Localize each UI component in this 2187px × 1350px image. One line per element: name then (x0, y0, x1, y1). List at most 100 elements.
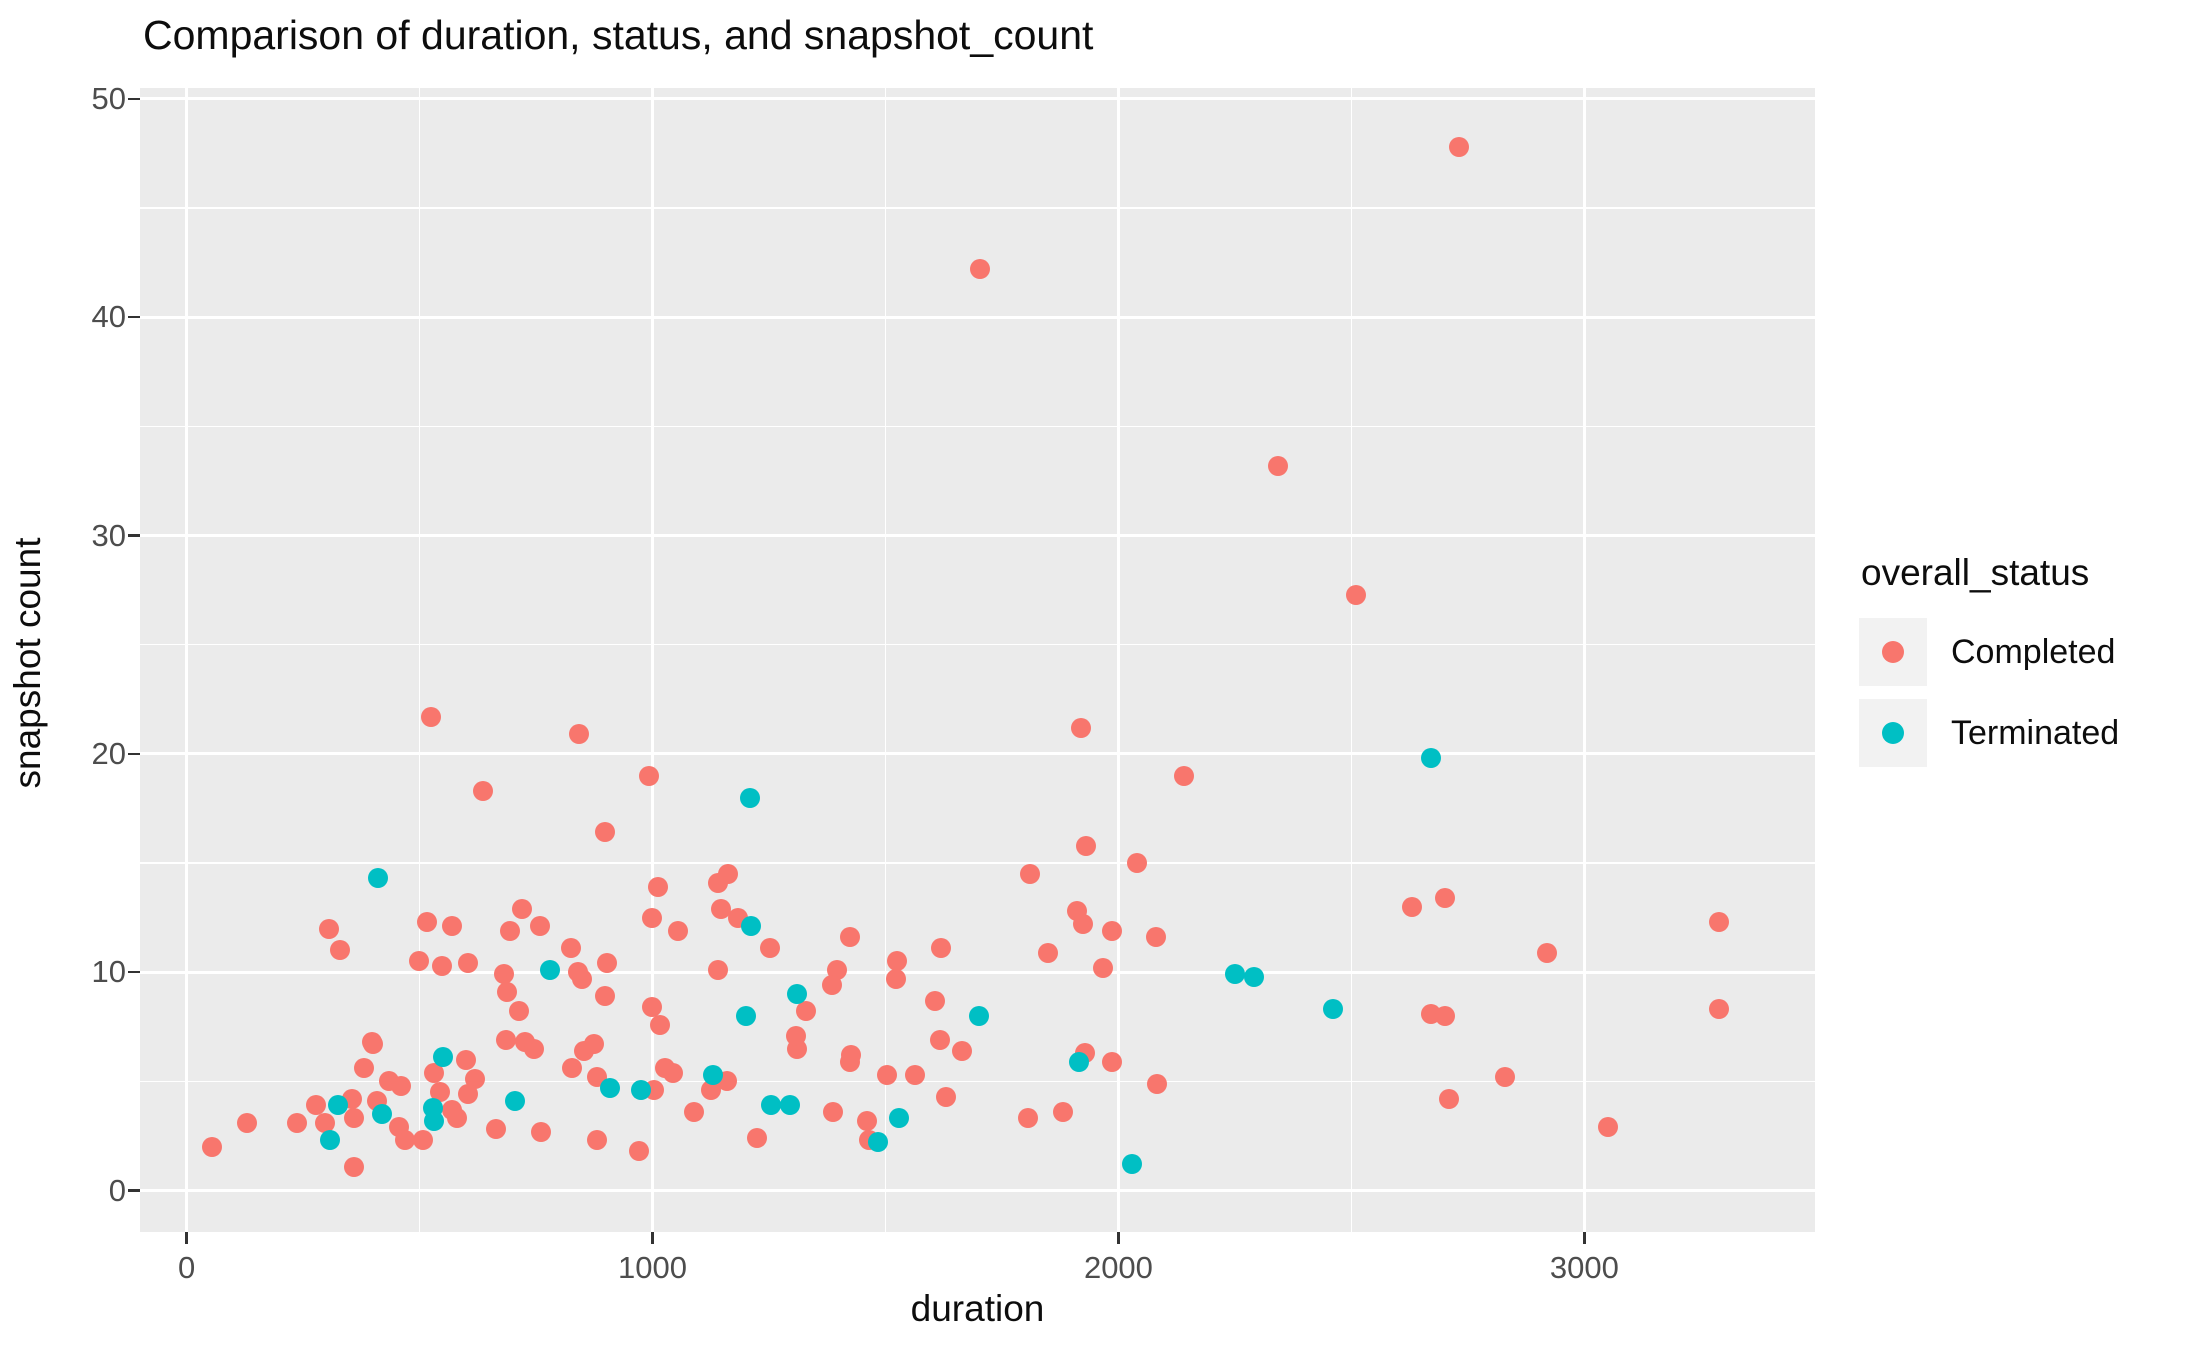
data-point-completed (1102, 1051, 1123, 1072)
data-point-completed (500, 920, 521, 941)
data-point-terminated (1122, 1154, 1143, 1175)
data-point-terminated (540, 960, 560, 980)
x-tick-label: 3000 (1549, 1250, 1619, 1285)
data-point-completed (523, 1038, 544, 1059)
data-point-completed (594, 822, 615, 843)
data-point-completed (465, 1069, 486, 1090)
gridline (185, 88, 189, 1232)
data-point-terminated (372, 1104, 393, 1125)
x-axis-title: duration (910, 1288, 1045, 1329)
data-point-completed (456, 1049, 477, 1070)
gridline (140, 534, 1815, 538)
data-point-completed (796, 1001, 817, 1022)
data-point-completed (1439, 1088, 1460, 1109)
legend-key-terminated (1859, 699, 1927, 767)
y-tick-label: 10 (91, 954, 126, 990)
data-point-completed (458, 953, 479, 974)
data-point-terminated (1224, 964, 1245, 985)
gridline (1350, 88, 1353, 1232)
data-point-completed (785, 1025, 806, 1046)
y-tick-mark (128, 315, 140, 319)
y-axis-title: snapshot count (7, 537, 48, 789)
data-point-terminated (779, 1095, 800, 1116)
data-point-completed (839, 927, 860, 948)
data-point-completed (330, 940, 351, 961)
data-point-completed (318, 918, 339, 939)
x-tick-label: 1000 (618, 1250, 687, 1285)
legend-item-completed: Completed (1859, 618, 2179, 686)
data-point-completed (1346, 584, 1367, 605)
data-point-completed (1053, 1101, 1074, 1122)
data-point-completed (1709, 911, 1730, 932)
data-point-completed (441, 916, 462, 937)
data-point-terminated (432, 1047, 453, 1068)
y-tick-mark (128, 1189, 140, 1192)
data-point-completed (586, 1130, 607, 1151)
gridline (418, 88, 421, 1232)
data-point-completed (700, 1080, 721, 1101)
data-point-completed (202, 1136, 223, 1157)
data-point-completed (628, 1141, 649, 1162)
data-point-completed (1145, 927, 1166, 948)
data-point-completed (935, 1086, 956, 1107)
data-point-completed (1146, 1073, 1167, 1094)
data-point-completed (1092, 957, 1113, 978)
data-point-terminated (741, 916, 762, 937)
gridline (1116, 88, 1120, 1232)
gridline (140, 643, 1815, 646)
x-tick-mark (185, 1232, 188, 1244)
terminated-point-icon (1882, 722, 1904, 744)
data-point-completed (287, 1112, 308, 1133)
legend-key-completed (1859, 618, 1927, 686)
data-point-completed (639, 765, 660, 786)
data-point-completed (885, 968, 906, 989)
legend-label-terminated: Terminated (1951, 713, 2120, 752)
data-point-completed (560, 938, 581, 959)
data-point-completed (747, 1128, 768, 1149)
y-tick-mark (128, 752, 140, 756)
y-tick-label: 20 (91, 735, 126, 771)
data-point-completed (1448, 136, 1469, 157)
gridline (1582, 88, 1586, 1232)
data-point-completed (717, 863, 738, 884)
data-point-terminated (740, 787, 761, 808)
data-point-terminated (1420, 748, 1441, 769)
y-tick-label: 30 (91, 517, 126, 553)
data-point-completed (823, 1101, 844, 1122)
data-point-completed (650, 1014, 671, 1035)
gridline (140, 425, 1815, 428)
gridline (140, 970, 1815, 974)
data-point-completed (1537, 942, 1558, 963)
data-point-completed (511, 898, 532, 919)
data-point-completed (429, 1082, 450, 1103)
data-point-completed (344, 1156, 365, 1177)
data-point-completed (344, 1108, 365, 1129)
data-point-completed (458, 1084, 479, 1105)
data-point-terminated (328, 1095, 349, 1116)
y-tick-label: 40 (91, 299, 126, 335)
chart-title: Comparison of duration, status, and snap… (143, 12, 1094, 58)
data-point-completed (877, 1064, 898, 1085)
legend-title: overall_status (1861, 552, 2090, 593)
gridline (651, 88, 655, 1232)
data-point-completed (951, 1040, 972, 1061)
data-point-terminated (319, 1130, 340, 1151)
data-point-completed (1401, 896, 1422, 917)
data-point-terminated (888, 1108, 909, 1129)
data-point-completed (237, 1112, 258, 1133)
gridline (140, 752, 1815, 756)
gridline (140, 315, 1815, 319)
data-point-terminated (786, 984, 807, 1005)
gridline (884, 88, 887, 1232)
data-point-completed (641, 907, 662, 928)
data-point-completed (597, 953, 618, 974)
data-point-completed (1173, 765, 1194, 786)
y-tick-label: 0 (108, 1172, 126, 1208)
data-point-completed (1073, 914, 1094, 935)
data-point-completed (969, 259, 990, 280)
data-point-completed (413, 1130, 434, 1151)
data-point-terminated (504, 1091, 525, 1111)
data-point-completed (1495, 1066, 1516, 1087)
plot-panel (140, 88, 1815, 1232)
data-point-completed (707, 960, 728, 980)
